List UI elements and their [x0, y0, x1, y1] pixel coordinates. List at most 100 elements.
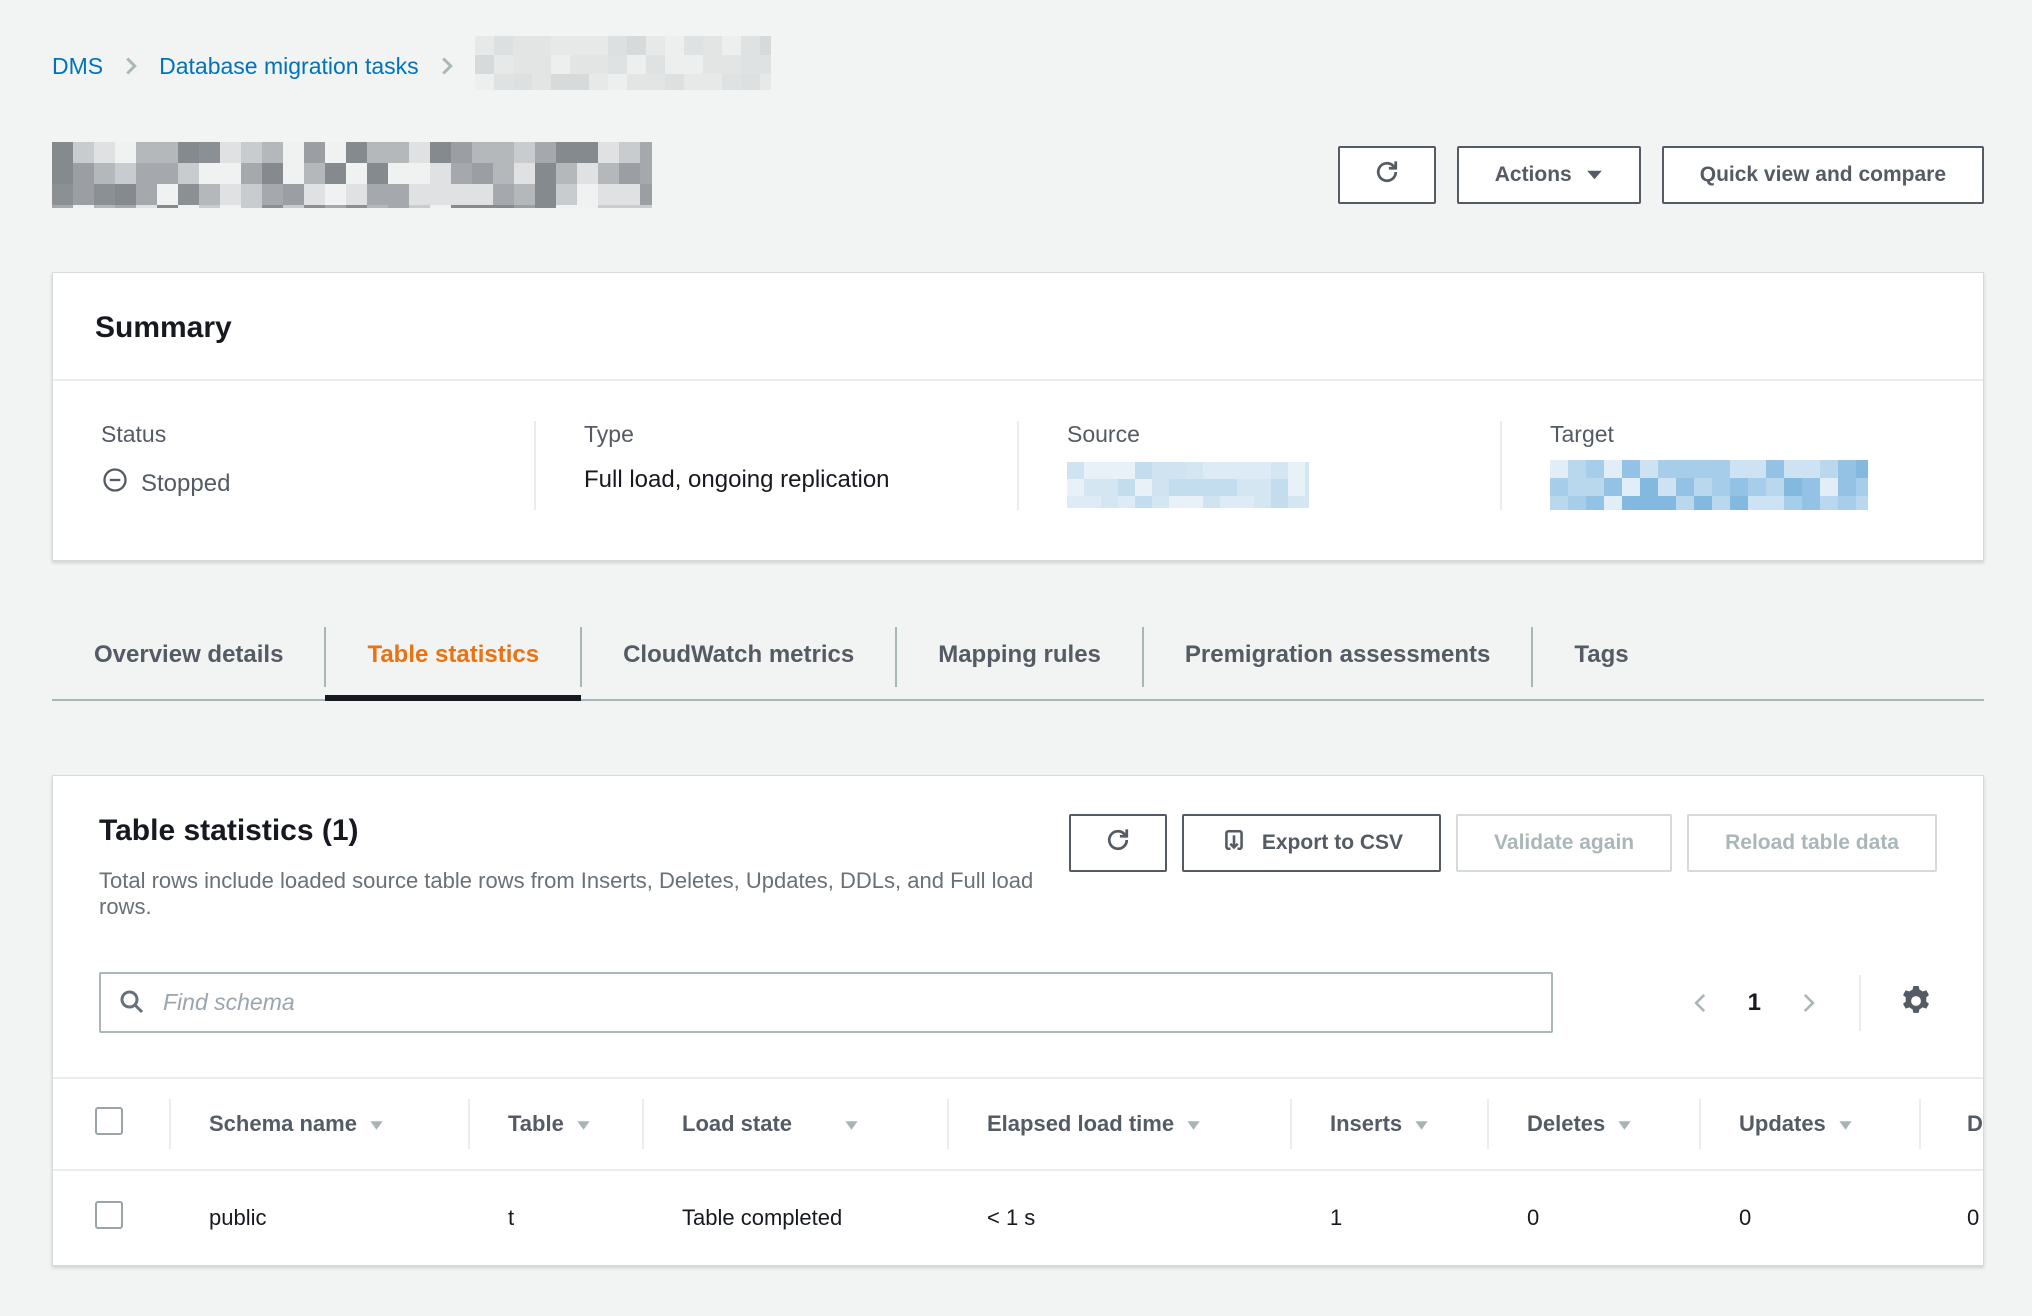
sort-icon: [1839, 1121, 1852, 1130]
table-statistics-card: Table statistics (1) Total rows include …: [52, 775, 1984, 1266]
sort-icon: [845, 1121, 858, 1130]
tab-tags[interactable]: Tags: [1531, 621, 1670, 699]
select-all-checkbox[interactable]: [95, 1107, 123, 1135]
cell-clipped: 0: [1919, 1169, 1983, 1265]
summary-title: Summary: [53, 273, 1983, 381]
column-label: Inserts: [1330, 1111, 1403, 1136]
breadcrumb-chevron-icon: [437, 56, 457, 76]
column-header-schema-name[interactable]: Schema name: [169, 1077, 468, 1170]
cell-load-state: Table completed: [642, 1169, 947, 1265]
column-label: Deletes: [1527, 1111, 1606, 1136]
column-label: Table: [508, 1111, 564, 1136]
schema-search: [99, 972, 1553, 1033]
status-text: Stopped: [141, 469, 231, 497]
row-select-cell: [53, 1169, 169, 1265]
header-select-cell: [53, 1077, 169, 1170]
tab-label: Table statistics: [367, 641, 540, 668]
export-to-csv-button[interactable]: Export to CSV: [1181, 814, 1442, 872]
table-statistics-title: Table statistics (1): [99, 814, 359, 847]
cell-schema-name: public: [169, 1169, 468, 1265]
column-header-updates[interactable]: Updates: [1699, 1077, 1919, 1170]
actions-button[interactable]: Actions: [1456, 146, 1641, 204]
cell-table: t: [468, 1169, 642, 1265]
target-label: Target: [1550, 421, 1614, 447]
summary-card: Summary Status Stopped Type Full load, o…: [52, 272, 1984, 561]
caret-down-icon: [1586, 163, 1603, 187]
tab-label: Premigration assessments: [1184, 641, 1491, 668]
previous-page-button[interactable]: [1684, 986, 1718, 1020]
refresh-icon: [1372, 157, 1402, 193]
type-value: Full load, ongoing replication: [584, 466, 890, 493]
current-page-number: 1: [1747, 988, 1761, 1016]
summary-source-column: Source: [1017, 421, 1500, 510]
cell-inserts: 1: [1290, 1169, 1487, 1265]
breadcrumb-link-tasks[interactable]: Database migration tasks: [159, 52, 419, 79]
column-header-table[interactable]: Table: [468, 1077, 642, 1170]
summary-status-column: Status Stopped: [53, 421, 534, 510]
header-actions: Actions Quick view and compare: [1337, 146, 1984, 204]
column-label: Updates: [1739, 1111, 1826, 1136]
table-statistics-heading-block: Table statistics (1) Total rows include …: [99, 814, 1069, 920]
page-header: Actions Quick view and compare: [52, 142, 1984, 208]
type-label: Type: [584, 421, 634, 447]
tab-cloudwatch-metrics[interactable]: CloudWatch metrics: [580, 621, 896, 699]
target-value-redacted: [1550, 460, 1868, 510]
tab-label: Mapping rules: [938, 641, 1101, 668]
stopped-icon: [101, 466, 129, 501]
sort-icon: [577, 1121, 590, 1130]
dms-task-page: DMS Database migration tasks Actions: [0, 36, 2032, 1266]
table-refresh-button[interactable]: [1068, 814, 1167, 872]
refresh-icon: [1103, 825, 1133, 861]
actions-button-label: Actions: [1494, 163, 1572, 186]
table-toolbar: 1: [53, 920, 1983, 1033]
tab-table-statistics[interactable]: Table statistics: [324, 621, 581, 701]
pagination-divider: [1859, 974, 1861, 1031]
column-header-elapsed-load-time[interactable]: Elapsed load time: [947, 1077, 1290, 1170]
column-header-inserts[interactable]: Inserts: [1290, 1077, 1487, 1170]
status-value: Stopped: [101, 466, 534, 501]
column-label: Elapsed load time: [987, 1111, 1175, 1136]
pagination: 1: [1684, 974, 1937, 1031]
search-input[interactable]: [99, 972, 1553, 1033]
status-label: Status: [101, 421, 167, 447]
next-page-button[interactable]: [1791, 986, 1825, 1020]
table-statistics-description: Total rows include loaded source table r…: [99, 868, 1034, 919]
table-statistics-actions: Export to CSV Validate again Reload tabl…: [1068, 814, 1937, 872]
validate-again-button[interactable]: Validate again: [1456, 814, 1673, 872]
table-statistics-table: Schema name Table Load state Elapsed loa…: [53, 1077, 1983, 1265]
column-header-load-state[interactable]: Load state: [642, 1077, 947, 1170]
breadcrumb-redacted-task-name: [474, 36, 771, 90]
gear-icon: [1897, 982, 1935, 1023]
tab-mapping-rules[interactable]: Mapping rules: [895, 621, 1143, 699]
search-icon: [117, 987, 147, 1022]
tab-premigration-assessments[interactable]: Premigration assessments: [1141, 621, 1532, 699]
settings-gear-button[interactable]: [1895, 980, 1937, 1025]
tab-label: CloudWatch metrics: [623, 641, 855, 668]
breadcrumb-chevron-icon: [121, 56, 141, 76]
column-label: Load state: [682, 1111, 793, 1136]
task-detail-tabs: Overview details Table statistics CloudW…: [52, 621, 1984, 701]
breadcrumb: DMS Database migration tasks: [52, 36, 1984, 90]
column-header-deletes[interactable]: Deletes: [1487, 1077, 1699, 1170]
page-title-redacted: [52, 142, 652, 208]
breadcrumb-link-dms[interactable]: DMS: [52, 52, 104, 79]
row-checkbox[interactable]: [95, 1201, 123, 1229]
refresh-button[interactable]: [1337, 146, 1436, 204]
quick-view-compare-button[interactable]: Quick view and compare: [1661, 146, 1984, 204]
column-header-clipped[interactable]: D: [1919, 1077, 1983, 1170]
export-to-csv-label: Export to CSV: [1261, 831, 1404, 854]
reload-table-data-button[interactable]: Reload table data: [1687, 814, 1937, 872]
table-row: public t Table completed < 1 s 1 0 0 0: [53, 1169, 1983, 1265]
cell-elapsed-load-time: < 1 s: [947, 1169, 1290, 1265]
sort-icon: [1187, 1121, 1200, 1130]
table-header-row: Schema name Table Load state Elapsed loa…: [53, 1077, 1983, 1170]
source-value-redacted: [1067, 462, 1309, 508]
column-label: Schema name: [209, 1111, 357, 1136]
download-icon: [1220, 826, 1248, 860]
sort-icon: [1618, 1121, 1631, 1130]
sort-icon: [1415, 1121, 1428, 1130]
source-label: Source: [1067, 421, 1140, 447]
tab-overview-details[interactable]: Overview details: [52, 621, 325, 699]
tab-label: Tags: [1574, 641, 1629, 668]
table-statistics-header: Table statistics (1) Total rows include …: [53, 776, 1983, 920]
